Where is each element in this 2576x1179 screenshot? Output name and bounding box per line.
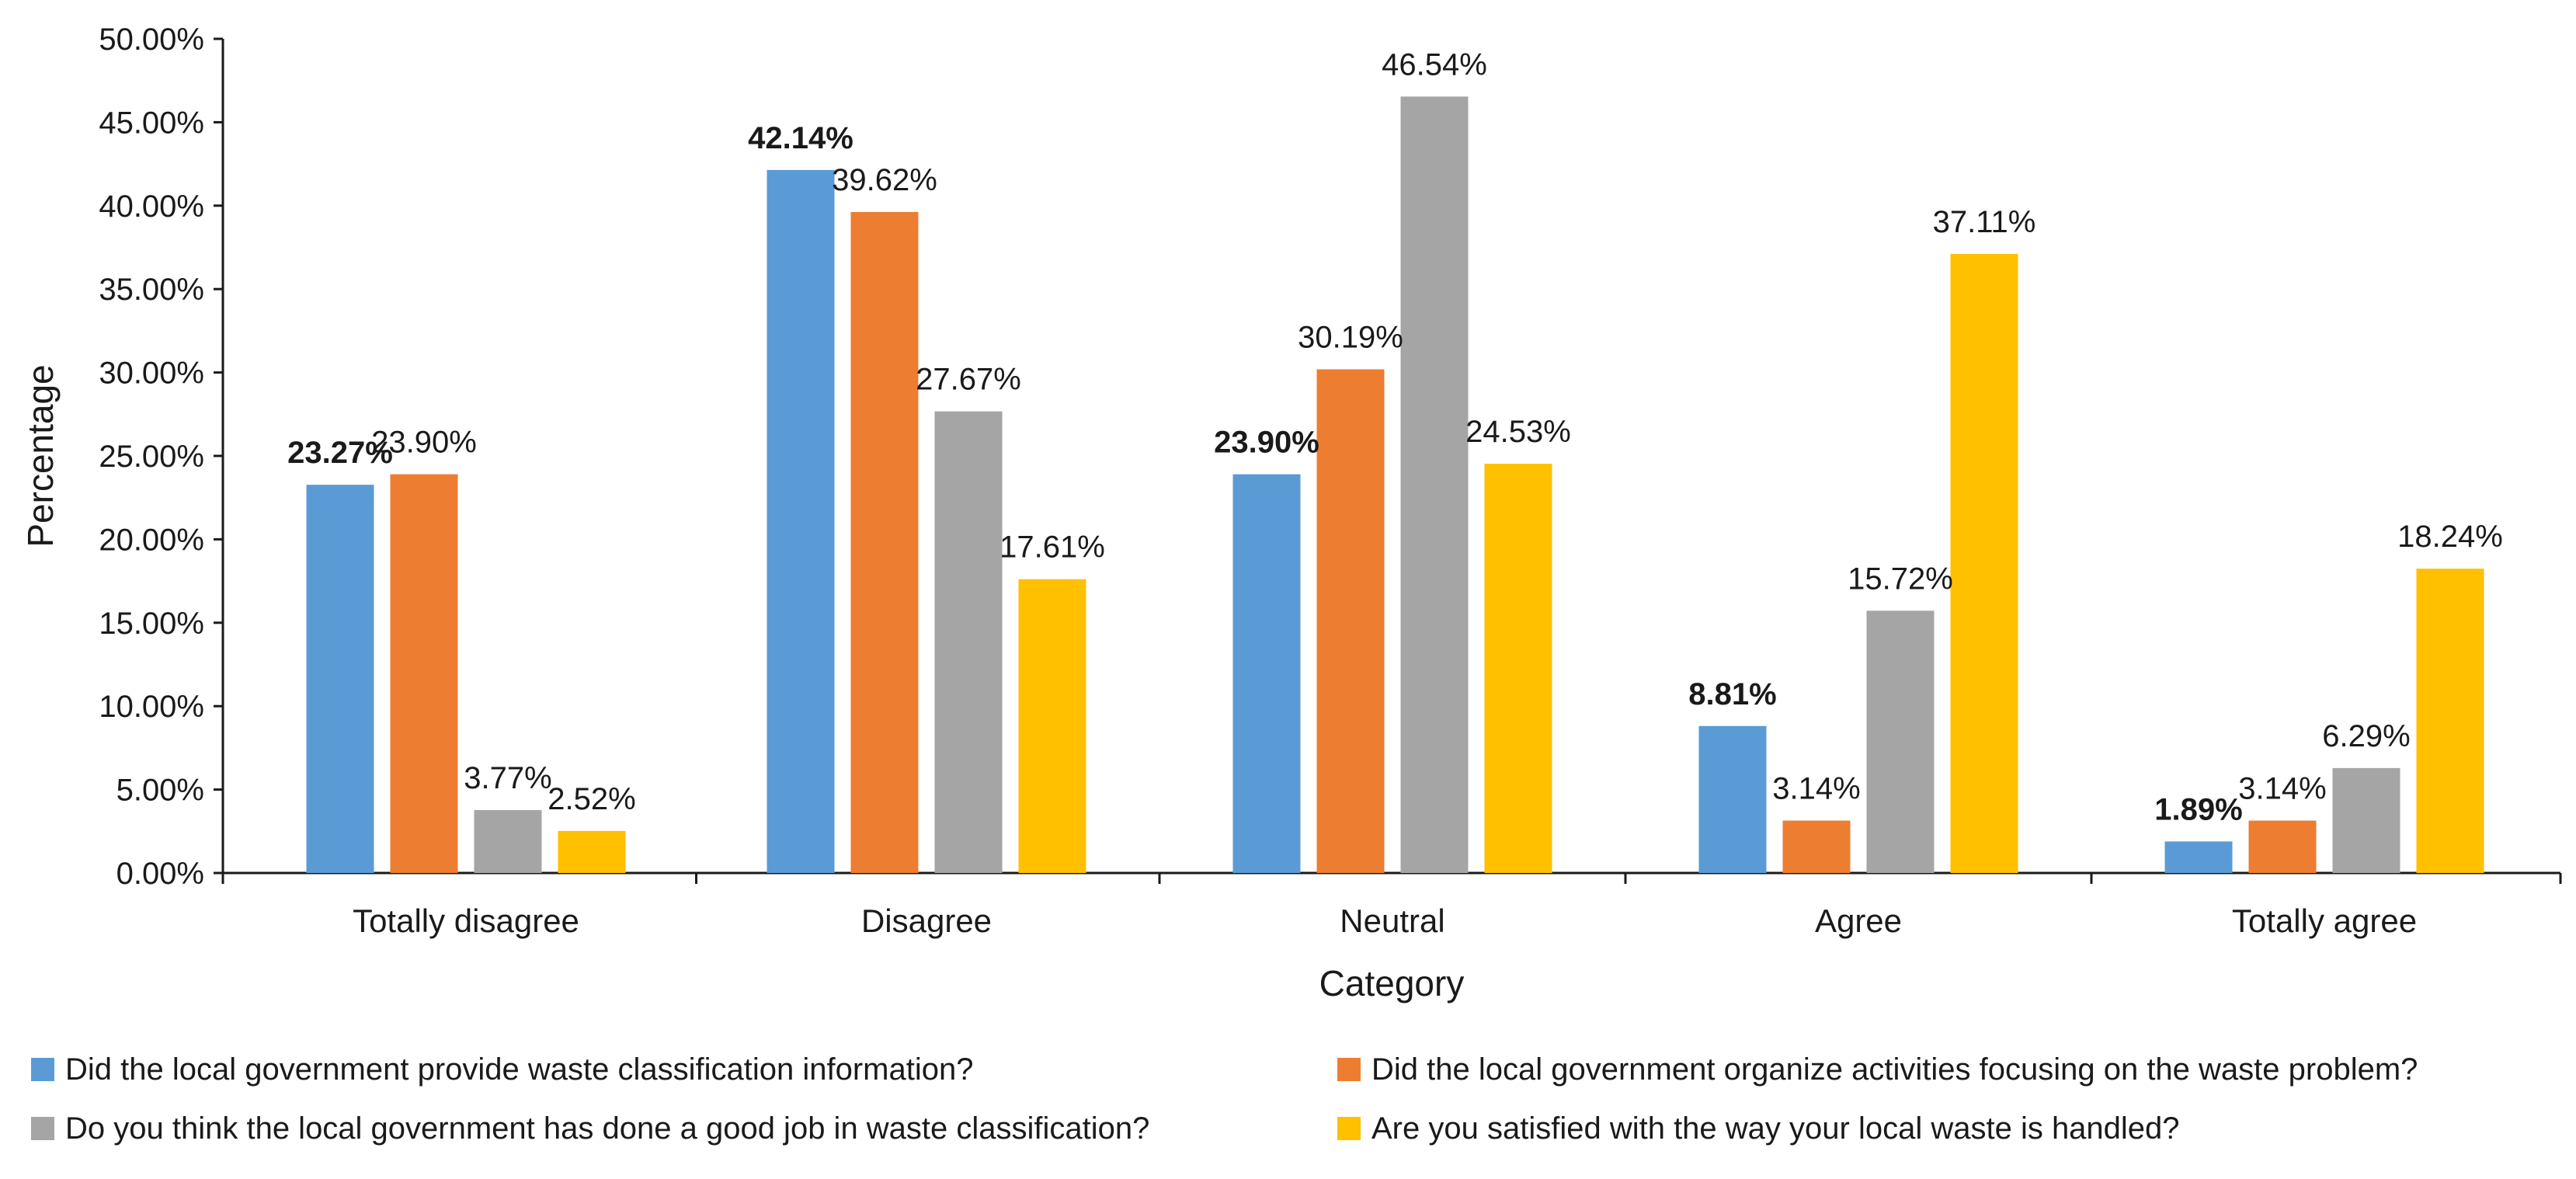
data-label: 3.77% <box>464 761 551 795</box>
data-label: 27.67% <box>916 363 1021 397</box>
y-tick-label: 10.00% <box>99 690 204 724</box>
x-category-label: Disagree <box>861 903 992 939</box>
bar <box>934 411 1003 873</box>
legend-label: Are you satisfied with the way your loca… <box>1371 1111 2180 1146</box>
data-label: 1.89% <box>2154 792 2242 826</box>
legend-label: Did the local government provide waste c… <box>65 1052 973 1087</box>
y-tick-label: 5.00% <box>116 774 204 808</box>
bar <box>1950 253 2018 873</box>
bar <box>2164 841 2233 873</box>
bar <box>1484 464 1552 873</box>
axes: 0.00% 5.00% 10.00% 15.00% 20.00% 25.00% 30.00%… <box>99 23 2562 939</box>
legend-swatch <box>31 1117 54 1140</box>
data-label: 17.61% <box>999 530 1105 565</box>
bar <box>390 474 458 873</box>
bar <box>1782 820 1851 873</box>
legend-label: Do you think the local government has do… <box>65 1111 1149 1146</box>
legend-swatch <box>1337 1058 1361 1081</box>
y-tick-label: 20.00% <box>99 523 204 557</box>
data-label: 6.29% <box>2322 719 2410 753</box>
data-label: 23.90% <box>1214 426 1319 460</box>
data-label: 23.90% <box>371 426 477 460</box>
bar <box>1866 610 1935 873</box>
data-label: 37.11% <box>1933 205 2036 239</box>
y-tick-label: 50.00% <box>99 23 204 57</box>
bar <box>1316 369 1385 873</box>
x-category-label: Totally disagree <box>353 903 579 939</box>
data-labels: 23.27%23.90%3.77%2.52%42.14%39.62%27.67%… <box>287 47 2503 826</box>
bar <box>2416 569 2484 873</box>
bar <box>2332 767 2400 873</box>
data-label: 18.24% <box>2397 520 2503 554</box>
bar <box>850 211 919 873</box>
legend: Did the local government provide waste c… <box>31 1052 2418 1146</box>
data-label: 2.52% <box>548 782 635 816</box>
y-axis-title: Percentage <box>20 364 61 547</box>
data-label: 8.81% <box>1688 677 1776 711</box>
legend-swatch <box>1337 1117 1361 1140</box>
bar <box>2248 820 2317 873</box>
x-category-label: Neutral <box>1340 903 1444 939</box>
y-tick-label: 25.00% <box>99 440 204 474</box>
bar <box>558 830 626 873</box>
data-label: 3.14% <box>1772 772 1860 806</box>
y-tick-label: 45.00% <box>99 106 204 140</box>
data-label: 24.53% <box>1465 415 1571 449</box>
bar <box>1400 96 1469 873</box>
bar <box>1698 725 1767 873</box>
y-tick-label: 15.00% <box>99 607 204 641</box>
x-category-label: Agree <box>1815 903 1902 939</box>
bar <box>1018 579 1086 873</box>
data-label: 42.14% <box>748 121 853 155</box>
data-label: 39.62% <box>832 163 937 197</box>
data-label: 46.54% <box>1382 47 1487 82</box>
y-tick-label: 30.00% <box>99 356 204 391</box>
x-axis-title: Category <box>1319 963 1465 1003</box>
y-tick-label: 40.00% <box>99 190 204 224</box>
bar <box>1232 474 1301 873</box>
data-label: 3.14% <box>2238 772 2326 806</box>
data-label: 23.27% <box>287 436 393 470</box>
legend-label: Did the local government organize activi… <box>1371 1052 2418 1087</box>
x-category-label: Totally agree <box>2232 903 2417 939</box>
bar <box>306 485 374 873</box>
y-tick-label: 0.00% <box>116 857 204 891</box>
bar <box>474 810 542 873</box>
legend-swatch <box>31 1058 54 1081</box>
data-label: 15.72% <box>1848 562 1953 596</box>
bar <box>767 169 835 874</box>
y-tick-label: 35.00% <box>99 273 204 307</box>
data-label: 30.19% <box>1298 321 1403 355</box>
bars <box>306 96 2484 874</box>
